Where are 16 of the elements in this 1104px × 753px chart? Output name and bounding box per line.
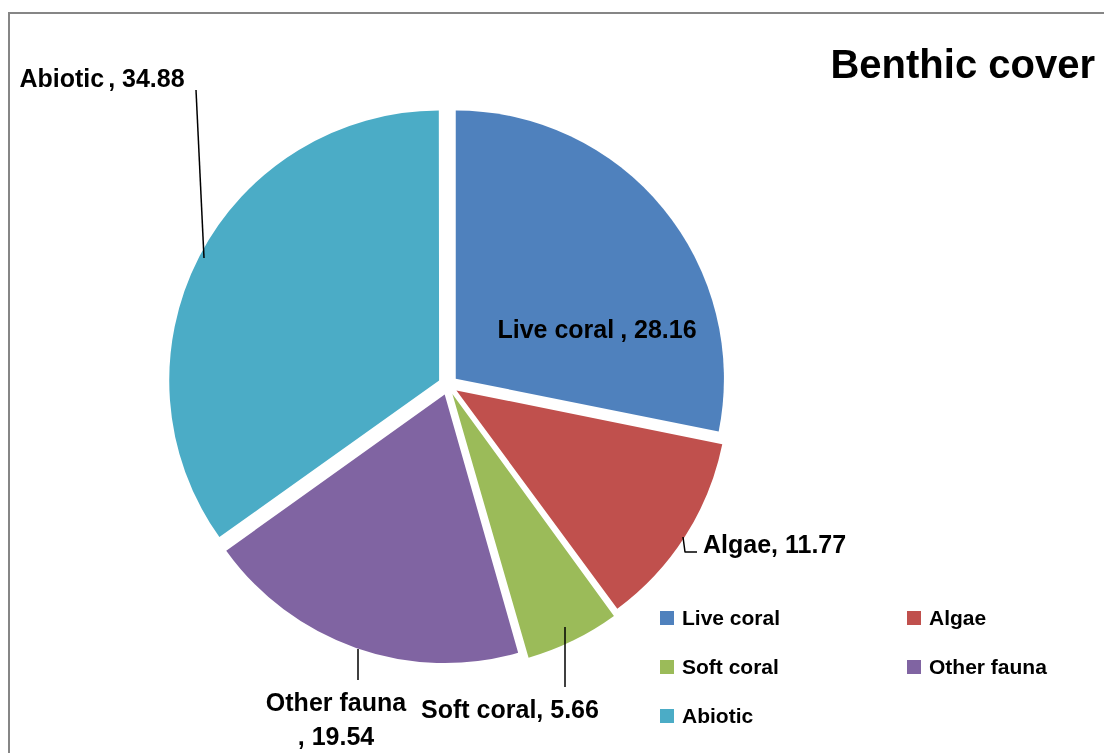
legend-label: Live coral — [682, 606, 781, 630]
data-label: , 5.66 — [536, 694, 599, 723]
legend-label: Other fauna — [929, 655, 1047, 679]
slice-label: Soft coral — [421, 694, 537, 723]
data-label: , 34.88 — [108, 63, 185, 92]
chart-title: Benthic cover — [830, 41, 1095, 87]
data-label: , 19.54 — [297, 721, 375, 750]
slice-label: Algae — [703, 529, 772, 558]
slice-label: Live coral — [497, 314, 615, 343]
slice-label: Abiotic — [19, 63, 105, 92]
data-label: , 11.77 — [771, 529, 847, 558]
legend-label: Algae — [929, 606, 987, 630]
legend-label: Soft coral — [682, 655, 779, 679]
slice-label: Other fauna — [265, 687, 408, 716]
data-label: , 28.16 — [620, 314, 697, 343]
legend-label: Abiotic — [682, 704, 754, 728]
